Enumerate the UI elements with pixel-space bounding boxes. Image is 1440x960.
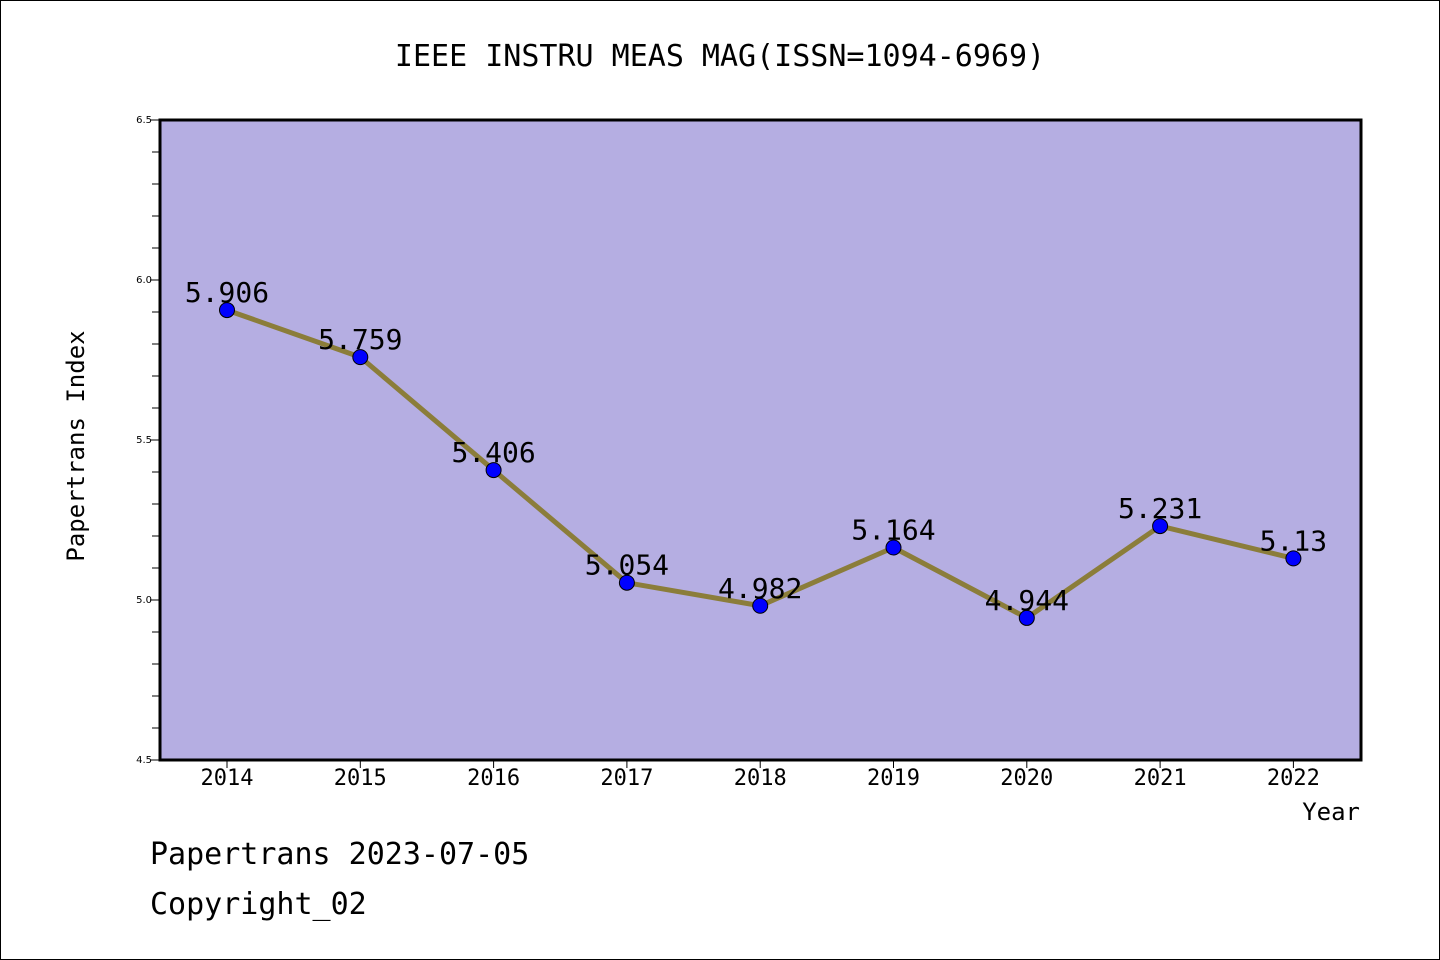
data-label: 4.944 [985, 584, 1069, 617]
x-tick-label: 2020 [1000, 766, 1053, 791]
data-point [352, 349, 369, 366]
x-tick-label: 2022 [1267, 766, 1320, 791]
data-point [885, 539, 902, 556]
x-axis-label: Year [1302, 798, 1360, 826]
y-axis: 4.5 5.0 5.5 6.0 6.5 [136, 115, 160, 766]
x-tick-label: 2015 [334, 766, 387, 791]
data-label: 5.164 [851, 514, 935, 547]
series-group: 5.906 5.759 5.406 5.054 4.982 5.164 4.944 5.231… [185, 276, 1327, 626]
y-axis-label: Papertrans Index [62, 330, 90, 561]
data-point [1018, 609, 1035, 626]
x-axis: 2014 2015 2016 2017 2018 2019 2020 2021 2022 [201, 760, 1320, 791]
data-label: 5.13 [1260, 524, 1327, 557]
data-label: 5.406 [451, 436, 535, 469]
y-tick-label: 4.5 [136, 755, 152, 766]
plot-area [158, 118, 1363, 762]
data-point [219, 302, 235, 319]
footer-date: Papertrans 2023-07-05 [150, 837, 529, 872]
x-tick-label: 2018 [734, 766, 787, 791]
data-point [752, 597, 769, 614]
data-point [485, 462, 502, 479]
y-tick-label: 5.0 [136, 595, 152, 606]
x-tick-label: 2021 [1134, 766, 1187, 791]
x-tick-label: 2016 [467, 766, 520, 791]
y-tick-label: 6.5 [136, 115, 152, 126]
y-tick-label: 6.0 [136, 275, 152, 286]
x-tick-label: 2014 [201, 766, 254, 791]
data-point [618, 574, 635, 591]
x-tick-label: 2019 [867, 766, 920, 791]
y-tick-label: 5.5 [136, 435, 152, 446]
x-tick-label: 2017 [600, 766, 653, 791]
chart-title: IEEE INSTRU MEAS MAG(ISSN=1094-6969) [395, 39, 1045, 74]
footer-copyright: Copyright_02 [150, 887, 367, 922]
data-label: 4.982 [718, 572, 802, 605]
data-point [1285, 550, 1302, 567]
data-point [1152, 518, 1169, 535]
data-label: 5.231 [1118, 492, 1202, 525]
data-label: 5.906 [185, 276, 269, 309]
data-label: 5.054 [585, 549, 669, 582]
data-label: 5.759 [318, 323, 402, 356]
